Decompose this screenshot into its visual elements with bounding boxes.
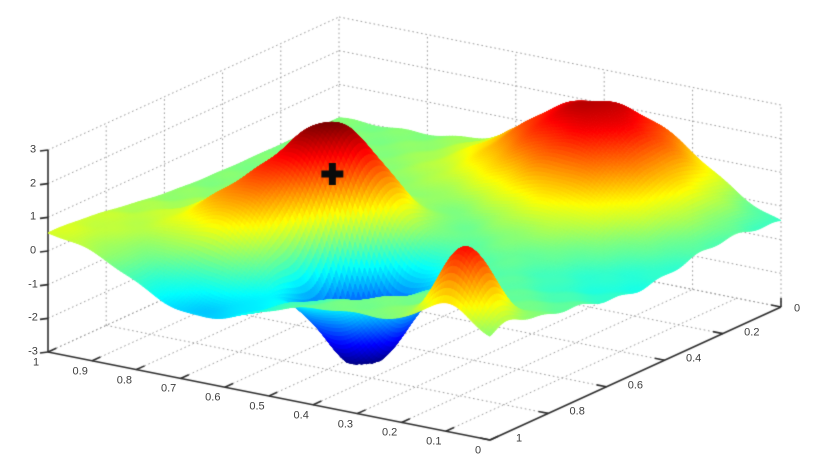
- surface-plot-canvas: [0, 0, 820, 461]
- figure: 3 2 1 0 -1 -2 -3 1 0.9 0.8 0.7 0.6 0.5 0.4 0.3 0.2 0.1 0 1…: [0, 0, 820, 461]
